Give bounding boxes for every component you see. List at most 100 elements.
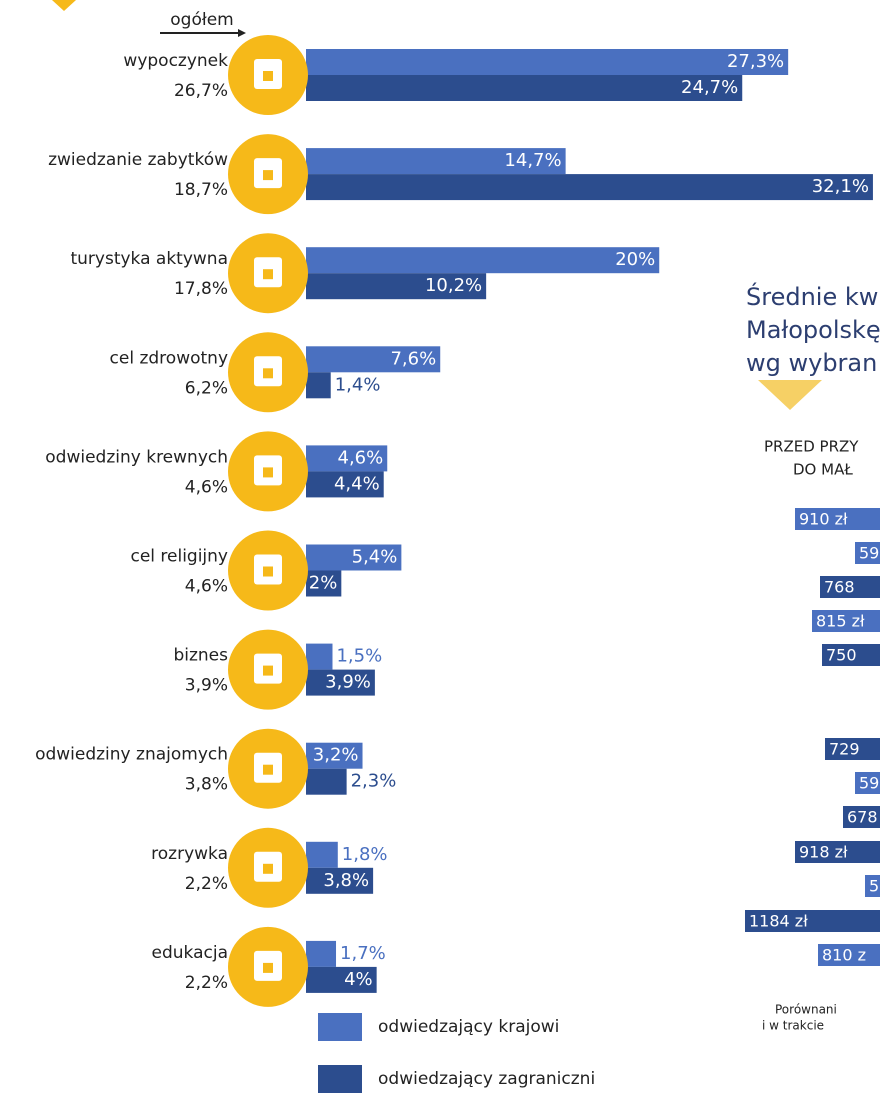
bar xyxy=(306,768,347,795)
amount-label: 729 xyxy=(829,740,860,759)
category-label: cel religijny xyxy=(130,547,228,567)
total-label: 2,2% xyxy=(185,874,228,894)
bar xyxy=(306,174,873,201)
amount-box xyxy=(812,610,880,632)
value-label: 3,8% xyxy=(323,870,369,891)
icon-detail xyxy=(263,368,273,379)
value-label: 7,6% xyxy=(390,348,436,369)
amount-label: 59 xyxy=(859,544,879,563)
amount-box xyxy=(855,772,880,794)
category-label: turystyka aktywna xyxy=(70,249,228,269)
value-label: 32,1% xyxy=(812,176,869,197)
amount-label: 59 xyxy=(859,774,879,793)
icon-detail xyxy=(263,467,273,478)
amount-label: 768 xyxy=(824,578,855,597)
value-label: 14,7% xyxy=(504,150,561,171)
amount-box xyxy=(795,508,880,530)
bar xyxy=(306,669,375,696)
total-label: 4,6% xyxy=(185,577,228,597)
amount-label: 5 xyxy=(869,877,879,896)
value-label: 5,4% xyxy=(352,547,398,568)
panel-title: Małopolskę xyxy=(746,316,880,344)
marker xyxy=(758,380,822,410)
icon-detail xyxy=(263,566,273,577)
total-label: 18,7% xyxy=(174,180,228,200)
bar xyxy=(306,372,331,399)
value-label: 27,3% xyxy=(727,51,784,72)
value-label: 1,4% xyxy=(335,374,381,395)
legend-label: odwiedzający zagraniczni xyxy=(378,1069,595,1089)
footnote: Porównani xyxy=(775,1003,837,1017)
panel-title: Średnie kw xyxy=(746,281,878,311)
value-label: 1,5% xyxy=(336,646,382,667)
icon-detail xyxy=(263,863,273,874)
icon-detail xyxy=(263,665,273,676)
total-label: 6,2% xyxy=(185,378,228,398)
value-label: 20% xyxy=(615,249,655,270)
marker xyxy=(52,0,76,11)
value-label: 4,4% xyxy=(334,473,380,494)
legend-label: odwiedzający krajowi xyxy=(378,1017,559,1037)
amount-label: 910 zł xyxy=(799,510,848,529)
value-label: 3,9% xyxy=(325,672,371,693)
amount-box xyxy=(825,738,880,760)
bar xyxy=(306,841,338,868)
footnote: i w trakcie xyxy=(762,1019,824,1033)
legend-swatch xyxy=(318,1065,362,1093)
total-label: 26,7% xyxy=(174,81,228,101)
amount-box xyxy=(820,576,880,598)
bar xyxy=(306,75,743,101)
total-heading: ogółem xyxy=(170,10,233,30)
bar xyxy=(306,445,388,472)
bar xyxy=(306,570,342,597)
value-label: 24,7% xyxy=(681,77,738,98)
total-label: 3,8% xyxy=(185,775,228,795)
panel-header: PRZED PRZY xyxy=(764,438,859,456)
amount-box xyxy=(795,841,880,863)
total-label: 4,6% xyxy=(185,477,228,497)
value-label: 2% xyxy=(309,573,338,594)
bar xyxy=(306,940,337,967)
category-label: wypoczynek xyxy=(123,51,228,71)
value-label: 1,7% xyxy=(340,943,386,964)
value-label: 10,2% xyxy=(425,275,482,296)
amount-label: 918 zł xyxy=(799,843,848,862)
bar xyxy=(306,966,377,993)
total-label: 17,8% xyxy=(174,279,228,299)
value-label: 4,6% xyxy=(338,447,384,468)
amount-box xyxy=(855,542,880,564)
value-label: 1,8% xyxy=(342,844,388,865)
amount-box xyxy=(822,644,880,666)
category-label: rozrywka xyxy=(151,844,228,864)
category-label: odwiedziny znajomych xyxy=(35,745,228,765)
bar xyxy=(306,742,363,769)
value-label: 3,2% xyxy=(313,745,359,766)
amount-box xyxy=(843,806,880,828)
amount-box xyxy=(745,910,880,932)
bar xyxy=(306,273,487,300)
total-label: 3,9% xyxy=(185,676,228,696)
panel-title: wg wybran xyxy=(746,349,877,377)
amount-label: 750 xyxy=(826,646,857,665)
icon-detail xyxy=(263,764,273,775)
category-label: cel zdrowotny xyxy=(110,348,228,368)
legend-swatch xyxy=(318,1013,362,1041)
total-label: 2,2% xyxy=(185,973,228,993)
icon-detail xyxy=(263,71,273,81)
panel-header: DO MAŁ xyxy=(793,461,853,479)
value-label: 2,3% xyxy=(351,771,397,792)
category-label: odwiedziny krewnych xyxy=(45,447,228,467)
category-label: zwiedzanie zabytków xyxy=(48,150,228,170)
amount-label: 810 z xyxy=(822,946,866,965)
amount-label: 1184 zł xyxy=(749,912,808,931)
bar xyxy=(306,643,333,670)
icon-detail xyxy=(263,962,273,973)
icon-detail xyxy=(263,269,273,280)
bar xyxy=(306,247,660,274)
bar xyxy=(306,148,566,175)
amount-label: 815 zł xyxy=(816,612,865,631)
amount-label: 678 xyxy=(847,808,878,827)
bar xyxy=(306,346,441,373)
amount-box xyxy=(818,944,880,966)
